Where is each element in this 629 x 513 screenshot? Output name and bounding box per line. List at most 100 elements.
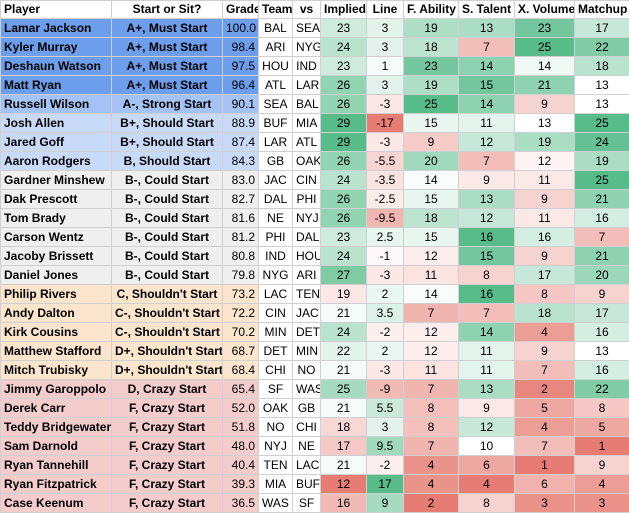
- stat-volume: 9: [514, 189, 575, 209]
- stat-implied: 23: [320, 56, 367, 76]
- player-row: Tom Brady B-, Could Start 81.6 NE NYJ 26 -9.5 1…: [0, 208, 629, 228]
- stat-implied: 24: [320, 246, 367, 266]
- stat-line: -9.5: [366, 208, 404, 228]
- grade: 39.3: [222, 474, 259, 494]
- stat-volume: 18: [514, 303, 575, 323]
- start-sit: D, Crazy Start: [111, 379, 223, 399]
- stat-volume: 7: [514, 360, 575, 380]
- stat-matchup: 13: [574, 75, 629, 95]
- stat-volume: 12: [514, 151, 575, 171]
- start-sit: A-, Strong Start: [111, 94, 223, 114]
- stat-talent: 7: [458, 303, 515, 323]
- stat-talent: 13: [458, 18, 515, 38]
- player-name: Derek Carr: [0, 398, 112, 418]
- stat-implied: 18: [320, 417, 367, 437]
- player-name: Josh Allen: [0, 113, 112, 133]
- start-sit: B-, Could Start: [111, 189, 223, 209]
- stat-talent: 16: [458, 227, 515, 247]
- opponent: NYJ: [292, 208, 321, 228]
- stat-volume: 25: [514, 37, 575, 57]
- stat-implied: 26: [320, 208, 367, 228]
- player-name: Tom Brady: [0, 208, 112, 228]
- stat-ability: 7: [403, 303, 459, 323]
- player-name: Jimmy Garoppolo: [0, 379, 112, 399]
- stat-volume: 4: [514, 417, 575, 437]
- player-row: Dak Prescott B-, Could Start 82.7 DAL PHI 26-…: [0, 189, 629, 209]
- player-row: Gardner Minshew B-, Could Start 83.0 JAC CIN…: [0, 170, 629, 190]
- start-sit: A+, Must Start: [111, 75, 223, 95]
- grade: 36.5: [222, 493, 259, 513]
- start-sit: B+, Should Start: [111, 113, 223, 133]
- stat-ability: 23: [403, 56, 459, 76]
- stat-ability: 12: [403, 246, 459, 266]
- stat-matchup: 9: [574, 455, 629, 475]
- player-row: Daniel Jones B-, Could Start 79.8 NYG ARI 27-…: [0, 265, 629, 285]
- stat-volume: 16: [514, 227, 575, 247]
- start-sit: B-, Could Start: [111, 227, 223, 247]
- start-sit: B-, Could Start: [111, 170, 223, 190]
- start-sit: A+, Must Start: [111, 18, 223, 38]
- start-sit: F, Crazy Start: [111, 474, 223, 494]
- column-header: F. Ability: [403, 0, 459, 19]
- stat-matchup: 13: [574, 341, 629, 361]
- player-row: Teddy Bridgewater F, Crazy Start 51.8 NO CHI…: [0, 417, 629, 437]
- stat-line: -3: [366, 265, 404, 285]
- stat-line: 3: [366, 417, 404, 437]
- opponent: JAC: [292, 303, 321, 323]
- team: CIN: [258, 303, 293, 323]
- stat-matchup: 17: [574, 18, 629, 38]
- stat-line: -3: [366, 132, 404, 152]
- stat-volume: 21: [514, 75, 575, 95]
- start-sit: A+, Must Start: [111, 56, 223, 76]
- stat-talent: 14: [458, 94, 515, 114]
- team: JAC: [258, 170, 293, 190]
- grade: 68.7: [222, 341, 259, 361]
- stat-ability: 19: [403, 18, 459, 38]
- stat-talent: 13: [458, 379, 515, 399]
- grade: 73.2: [222, 284, 259, 304]
- stat-line: 9: [366, 493, 404, 513]
- stat-matchup: 22: [574, 37, 629, 57]
- opponent: MIA: [292, 113, 321, 133]
- stat-line: -5.5: [366, 151, 404, 171]
- start-sit: D+, Shouldn't Start: [111, 341, 223, 361]
- stat-line: -3: [366, 360, 404, 380]
- team: LAC: [258, 284, 293, 304]
- player-row: Deshaun Watson A+, Must Start 97.5 HOU IND 23…: [0, 56, 629, 76]
- stat-ability: 11: [403, 265, 459, 285]
- player-name: Daniel Jones: [0, 265, 112, 285]
- stat-implied: 25: [320, 379, 367, 399]
- opponent: DET: [292, 322, 321, 342]
- stat-volume: 6: [514, 474, 575, 494]
- player-row: Sam Darnold F, Crazy Start 48.0 NYJ NE 17 9.5 7…: [0, 436, 629, 456]
- stat-talent: 16: [458, 284, 515, 304]
- stat-ability: 4: [403, 474, 459, 494]
- stat-ability: 12: [403, 322, 459, 342]
- stat-line: -2: [366, 322, 404, 342]
- start-sit: F, Crazy Start: [111, 436, 223, 456]
- stat-ability: 19: [403, 75, 459, 95]
- stat-talent: 8: [458, 265, 515, 285]
- stat-volume: 7: [514, 436, 575, 456]
- stat-implied: 24: [320, 37, 367, 57]
- stat-volume: 9: [514, 341, 575, 361]
- stat-matchup: 13: [574, 94, 629, 114]
- player-row: Kyler Murray A+, Must Start 98.4 ARI NYG 24 3 1…: [0, 37, 629, 57]
- start-sit: F, Crazy Start: [111, 398, 223, 418]
- stat-ability: 2: [403, 493, 459, 513]
- stat-implied: 19: [320, 284, 367, 304]
- opponent: PHI: [292, 189, 321, 209]
- header-row: Player Start or Sit? Grade Team vs Implied Lin…: [0, 0, 629, 19]
- stat-implied: 24: [320, 170, 367, 190]
- start-sit: F, Crazy Start: [111, 493, 223, 513]
- team: BUF: [258, 113, 293, 133]
- player-name: Matt Ryan: [0, 75, 112, 95]
- opponent: MIN: [292, 341, 321, 361]
- player-name: Sam Darnold: [0, 436, 112, 456]
- player-name: Carson Wentz: [0, 227, 112, 247]
- grade: 80.8: [222, 246, 259, 266]
- grade: 84.3: [222, 151, 259, 171]
- grade: 82.7: [222, 189, 259, 209]
- team: NYJ: [258, 436, 293, 456]
- player-row: Jimmy Garoppolo D, Crazy Start 65.4 SF WAS 25…: [0, 379, 629, 399]
